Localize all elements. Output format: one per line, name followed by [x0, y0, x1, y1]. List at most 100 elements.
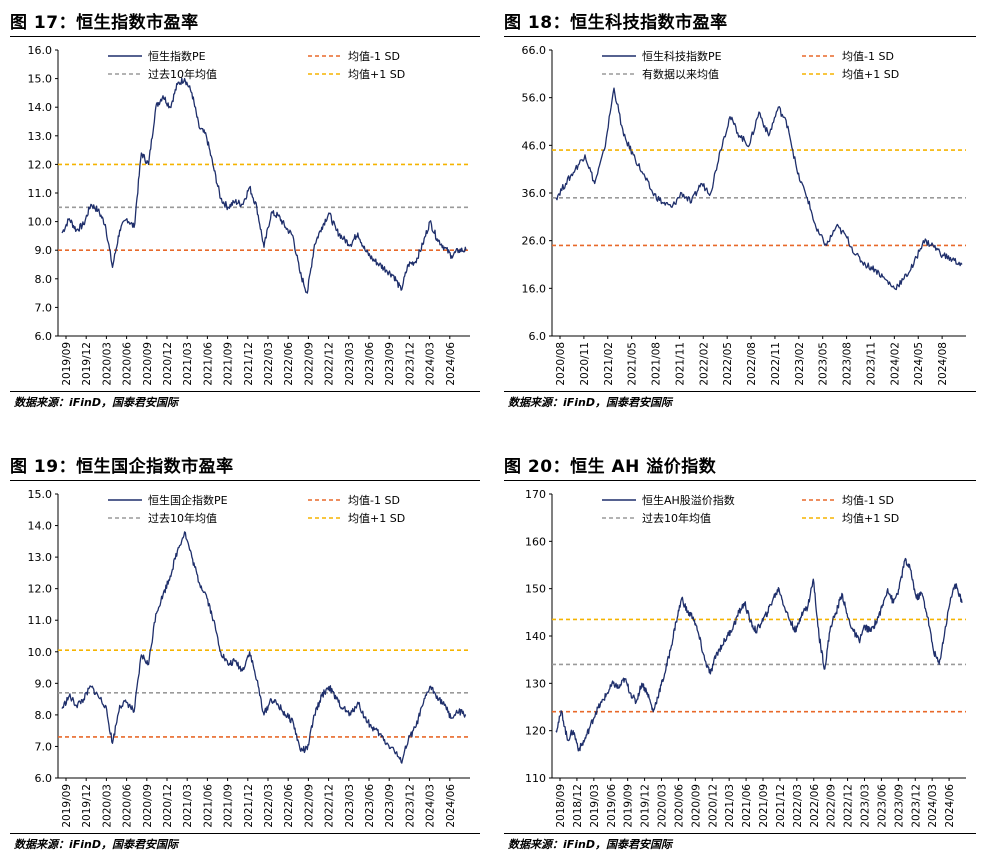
y-tick-label: 15.0	[28, 488, 53, 501]
x-tick-label: 2022/05	[722, 342, 734, 386]
y-tick-label: 13.0	[28, 551, 53, 564]
panel-ah-premium: 图 20：恒生 AH 溢价指数 110 120 130 140 150 160 170 201…	[504, 452, 976, 862]
chart-ah-premium: 110 120 130 140 150 160 170 2018/09 2018/12 2019/…	[525, 488, 966, 828]
x-tick-label: 2021/05	[627, 342, 639, 386]
x-tick-label: 2023/02	[794, 342, 806, 386]
y-tick-label: 6.0	[35, 330, 53, 343]
y-tick-label: 7.0	[35, 740, 53, 753]
x-tick-label: 2024/05	[913, 342, 925, 386]
x-tick-label: 2024/03	[425, 342, 437, 386]
y-tick-label: 8.0	[35, 273, 53, 286]
x-tick-label: 2019/12	[81, 784, 93, 828]
y-tick-label: 6.0	[529, 330, 547, 343]
title-rule	[10, 36, 480, 37]
x-tick-label: 2022/11	[770, 342, 782, 386]
chart-source: 数据来源：iFinD，国泰君安国际	[508, 838, 673, 851]
x-tick-label: 2020/06	[122, 784, 134, 828]
y-tick-label: 16.0	[28, 44, 53, 57]
x-tick-label: 2019/09	[61, 784, 73, 828]
x-tick-label: 2024/06	[445, 342, 457, 386]
y-tick-label: 10.0	[28, 216, 53, 229]
x-tick-label: 2021/12	[775, 784, 787, 828]
x-tick-label: 2023/03	[344, 342, 356, 386]
x-tick-label: 2021/03	[724, 784, 736, 828]
y-tick-label: 9.0	[35, 677, 53, 690]
x-tick-label: 2023/09	[384, 784, 396, 828]
chart-hscei-pe: 6.0 7.0 8.0 9.0 10.0 11.0 12.0 13.0 14.0 15.0 2019…	[28, 488, 470, 828]
x-tick-label: 2022/12	[324, 342, 336, 386]
y-tick-label: 7.0	[35, 301, 53, 314]
x-tick-label: 2022/03	[263, 784, 275, 828]
chart-title: 图 19：恒生国企指数市盈率	[10, 457, 234, 477]
x-tick-label: 2021/12	[243, 342, 255, 386]
chart-hsi-pe: 6.0 7.0 8.0 9.0 10.0 11.0 12.0 13.0 14.0 15.0 16.0…	[28, 44, 470, 386]
x-tick-label: 2024/02	[889, 342, 901, 386]
x-tick-label: 2023/12	[910, 784, 922, 828]
x-tick-label: 2021/09	[223, 342, 235, 386]
x-tick-label: 2021/06	[202, 784, 214, 828]
x-tick-label: 2023/11	[865, 342, 877, 386]
x-tick-label: 2020/09	[690, 784, 702, 828]
y-tick-label: 12.0	[28, 583, 53, 596]
x-tick-label: 2020/08	[555, 342, 567, 386]
x-tick-label: 2022/12	[843, 784, 855, 828]
chart-title: 图 17：恒生指数市盈率	[10, 13, 199, 33]
legend-avg-label: 过去10年均值	[148, 511, 217, 525]
y-tick-label: 11.0	[28, 187, 53, 200]
y-tick-label: 14.0	[28, 520, 53, 533]
title-rule	[504, 480, 976, 481]
legend-avg-label: 有数据以来均值	[642, 67, 719, 81]
title-rule	[10, 480, 480, 481]
x-tick-label: 2020/06	[673, 784, 685, 828]
x-tick-label: 2021/06	[202, 342, 214, 386]
chart-source: 数据来源：iFinD，国泰君安国际	[14, 396, 179, 409]
x-tick-label: 2021/09	[223, 784, 235, 828]
source-rule	[10, 391, 480, 392]
panel-hsi-pe: 图 17：恒生指数市盈率 6.0 7.0 8.0 9.0 10.0 11.0 12.0 13.…	[10, 8, 480, 420]
x-tick-label: 2020/12	[162, 784, 174, 828]
chart-hstech-pe: 6.0 16.0 26.0 36.0 46.0 56.0 66.0 2020/08 2020/1…	[522, 44, 966, 386]
legend-minus1sd-label: 均值-1 SD	[348, 494, 400, 507]
y-tick-label: 46.0	[522, 139, 547, 152]
x-tick-label: 2021/03	[182, 784, 194, 828]
x-tick-label: 2023/06	[364, 342, 376, 386]
legend-series-label: 恒生AH股溢价指数	[642, 493, 735, 507]
x-tick-label: 2022/09	[826, 784, 838, 828]
source-rule	[10, 833, 480, 834]
x-tick-label: 2024/06	[445, 784, 457, 828]
x-tick-label: 2024/08	[937, 342, 949, 386]
y-tick-label: 110	[525, 772, 546, 785]
x-tick-label: 2022/06	[283, 342, 295, 386]
x-tick-label: 2024/03	[425, 784, 437, 828]
legend-minus1sd-label: 均值-1 SD	[348, 50, 400, 63]
x-tick-label: 2019/09	[61, 342, 73, 386]
legend-minus1sd-label: 均值-1 SD	[842, 494, 894, 507]
x-tick-label: 2024/03	[927, 784, 939, 828]
x-tick-label: 2020/03	[101, 784, 113, 828]
x-tick-label: 2022/03	[263, 342, 275, 386]
chart-source: 数据来源：iFinD，国泰君安国际	[508, 396, 673, 409]
x-tick-label: 2023/05	[818, 342, 830, 386]
y-tick-label: 10.0	[28, 646, 53, 659]
legend-plus1sd-label: 均值+1 SD	[842, 68, 899, 81]
chart-title: 图 18：恒生科技指数市盈率	[504, 13, 728, 33]
y-tick-label: 15.0	[28, 73, 53, 86]
x-tick-label: 2023/03	[344, 784, 356, 828]
y-tick-label: 130	[525, 677, 546, 690]
y-tick-label: 11.0	[28, 614, 53, 627]
x-tick-label: 2019/06	[606, 784, 618, 828]
x-tick-label: 2023/12	[404, 342, 416, 386]
x-tick-label: 2019/03	[589, 784, 601, 828]
source-rule	[504, 391, 976, 392]
x-tick-label: 2018/09	[555, 784, 567, 828]
x-tick-label: 2021/12	[243, 784, 255, 828]
x-tick-label: 2021/06	[741, 784, 753, 828]
x-tick-label: 2023/08	[842, 342, 854, 386]
y-tick-label: 56.0	[522, 92, 547, 105]
legend-series-label: 恒生科技指数PE	[642, 49, 722, 63]
x-tick-label: 2020/12	[707, 784, 719, 828]
x-tick-label: 2022/09	[303, 342, 315, 386]
series-line	[555, 557, 963, 752]
y-tick-label: 26.0	[522, 235, 547, 248]
panel-hstech-pe: 图 18：恒生科技指数市盈率 6.0 16.0 26.0 36.0 46.0 56.0 66…	[504, 8, 976, 420]
